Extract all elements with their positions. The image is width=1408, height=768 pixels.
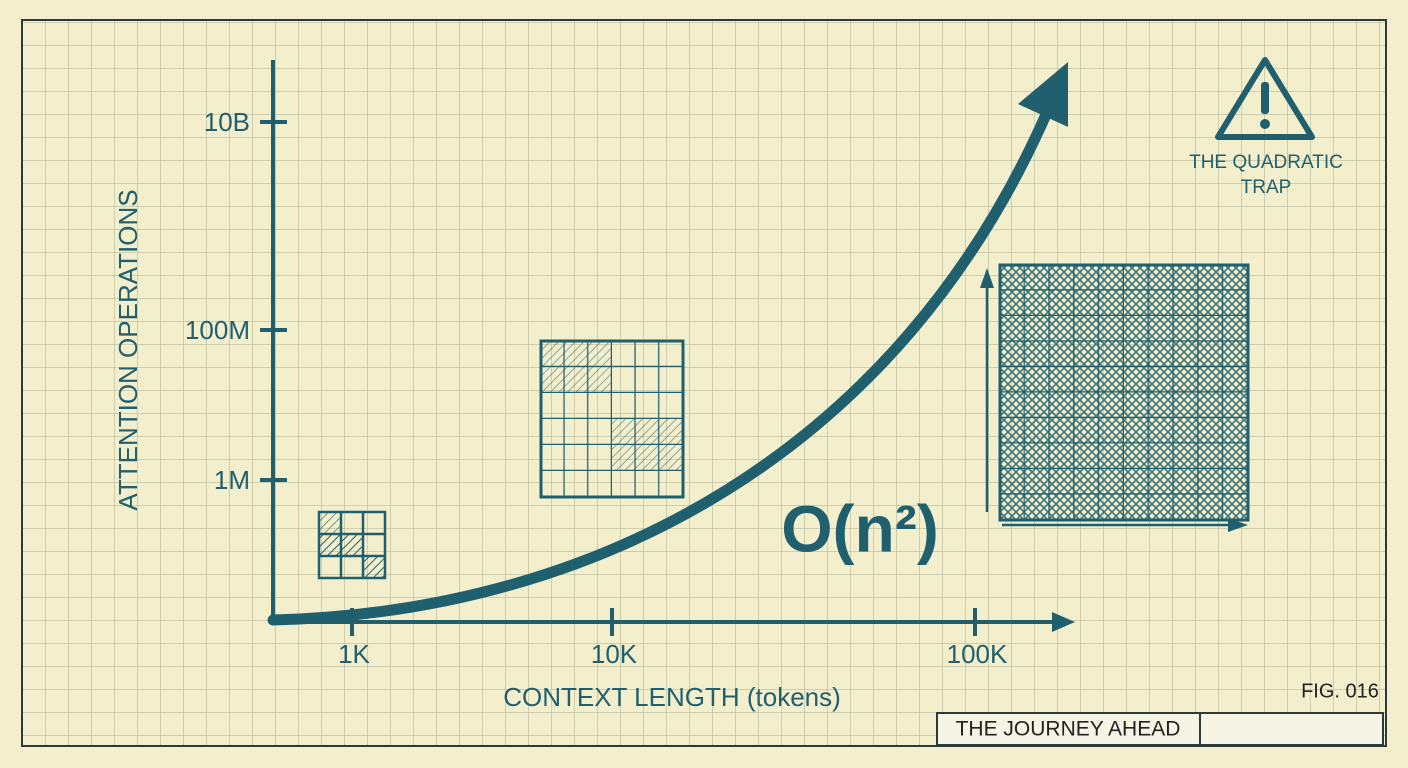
curve-arrow bbox=[1018, 62, 1068, 127]
matrix-medium bbox=[539, 339, 685, 499]
warning-label: TRAP bbox=[1241, 177, 1292, 198]
x-axis-title: CONTEXT LENGTH (tokens) bbox=[503, 682, 841, 712]
footer-title: THE JOURNEY AHEAD bbox=[956, 718, 1181, 741]
warning-label: THE QUADRATIC bbox=[1189, 152, 1343, 173]
figure-number: FIG. 016 bbox=[1301, 680, 1379, 702]
x-axis-arrow bbox=[1052, 612, 1075, 632]
matrix-small bbox=[317, 510, 387, 580]
y-tick-label: 10B bbox=[204, 107, 250, 137]
y-tick-label: 1M bbox=[214, 465, 250, 495]
x-tick-label: 10K bbox=[591, 639, 638, 669]
matrix-large bbox=[980, 263, 1250, 532]
y-tick-label: 100M bbox=[185, 315, 250, 345]
growth-curve bbox=[267, 104, 1054, 626]
x-tick-label: 100K bbox=[947, 639, 1008, 669]
warning-icon bbox=[1215, 57, 1315, 140]
x-tick-label: 1K bbox=[338, 639, 370, 669]
formula: O(n²) bbox=[781, 491, 939, 565]
footer-box bbox=[936, 712, 1384, 746]
y-axis-title: ATTENTION OPERATIONS bbox=[113, 189, 143, 510]
